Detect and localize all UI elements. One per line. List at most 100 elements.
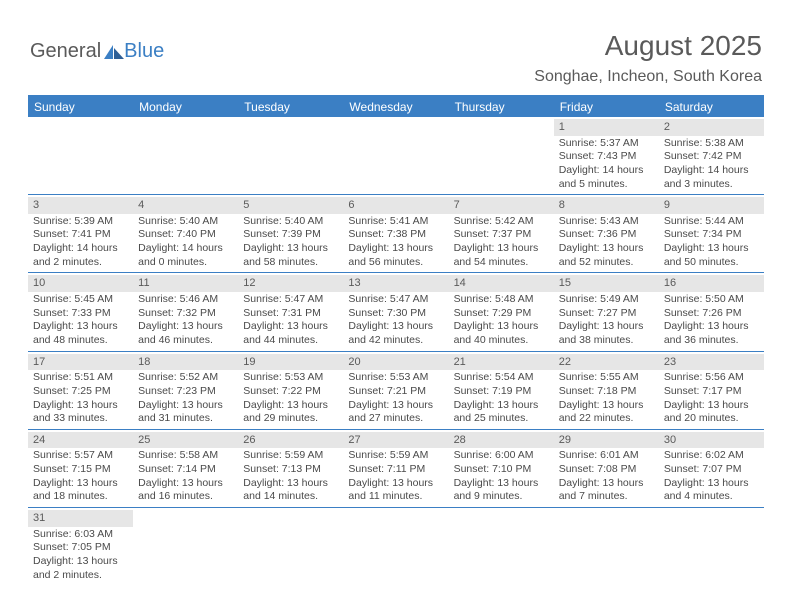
sail-icon: [104, 45, 124, 59]
day-number: 12: [243, 277, 255, 289]
day-number: 31: [33, 512, 45, 524]
daylight-line-1: Daylight: 14 hours: [664, 164, 759, 178]
day-cell: 29Sunrise: 6:01 AMSunset: 7:08 PMDayligh…: [554, 430, 659, 507]
daylight-line-2: and 2 minutes.: [33, 256, 128, 270]
day-number-bar: 6: [343, 197, 448, 214]
day-cell: 28Sunrise: 6:00 AMSunset: 7:10 PMDayligh…: [449, 430, 554, 507]
daylight-line-1: Daylight: 13 hours: [454, 399, 549, 413]
daylight-line-2: and 38 minutes.: [559, 334, 654, 348]
sunrise-line: Sunrise: 5:48 AM: [454, 293, 549, 307]
weekday-header: Sunday: [28, 97, 133, 117]
day-cell: 19Sunrise: 5:53 AMSunset: 7:22 PMDayligh…: [238, 352, 343, 429]
week-row: 24Sunrise: 5:57 AMSunset: 7:15 PMDayligh…: [28, 430, 764, 508]
day-number-bar: 24: [28, 432, 133, 449]
day-number: 18: [138, 356, 150, 368]
day-number: 19: [243, 356, 255, 368]
daylight-line-1: Daylight: 13 hours: [559, 242, 654, 256]
daylight-line-2: and 14 minutes.: [243, 490, 338, 504]
sunset-line: Sunset: 7:07 PM: [664, 463, 759, 477]
sunrise-line: Sunrise: 5:49 AM: [559, 293, 654, 307]
day-cell: 22Sunrise: 5:55 AMSunset: 7:18 PMDayligh…: [554, 352, 659, 429]
day-number-bar: 13: [343, 275, 448, 292]
sunrise-line: Sunrise: 5:52 AM: [138, 371, 233, 385]
sunrise-line: Sunrise: 5:42 AM: [454, 215, 549, 229]
day-number: 3: [33, 199, 39, 211]
daylight-line-2: and 50 minutes.: [664, 256, 759, 270]
sunset-line: Sunset: 7:40 PM: [138, 228, 233, 242]
weekday-header: Friday: [554, 97, 659, 117]
day-number-bar: 8: [554, 197, 659, 214]
sunrise-line: Sunrise: 5:53 AM: [243, 371, 338, 385]
daylight-line-1: Daylight: 13 hours: [559, 399, 654, 413]
day-number: 24: [33, 434, 45, 446]
day-cell: 6Sunrise: 5:41 AMSunset: 7:38 PMDaylight…: [343, 195, 448, 272]
daylight-line-1: Daylight: 13 hours: [138, 320, 233, 334]
sunset-line: Sunset: 7:43 PM: [559, 150, 654, 164]
day-number-bar: 12: [238, 275, 343, 292]
daylight-line-2: and 44 minutes.: [243, 334, 338, 348]
daylight-line-2: and 48 minutes.: [33, 334, 128, 348]
sunset-line: Sunset: 7:41 PM: [33, 228, 128, 242]
week-row: 17Sunrise: 5:51 AMSunset: 7:25 PMDayligh…: [28, 352, 764, 430]
day-number-bar: 17: [28, 354, 133, 371]
day-number: 20: [348, 356, 360, 368]
day-number: 10: [33, 277, 45, 289]
day-number: 8: [559, 199, 565, 211]
sunrise-line: Sunrise: 6:01 AM: [559, 449, 654, 463]
daylight-line-2: and 22 minutes.: [559, 412, 654, 426]
sunset-line: Sunset: 7:23 PM: [138, 385, 233, 399]
logo-text-general: General: [30, 40, 101, 63]
sunset-line: Sunset: 7:22 PM: [243, 385, 338, 399]
daylight-line-1: Daylight: 13 hours: [243, 477, 338, 491]
day-number-bar: 9: [659, 197, 764, 214]
daylight-line-2: and 5 minutes.: [559, 178, 654, 192]
daylight-line-1: Daylight: 14 hours: [33, 242, 128, 256]
sunrise-line: Sunrise: 5:43 AM: [559, 215, 654, 229]
day-number-bar: 21: [449, 354, 554, 371]
sunset-line: Sunset: 7:05 PM: [33, 541, 128, 555]
day-number-bar: 11: [133, 275, 238, 292]
week-row: 31 Sunrise: 6:03 AMSunset: 7:05 PMDayligh…: [28, 508, 764, 585]
day-cell: 20Sunrise: 5:53 AMSunset: 7:21 PMDayligh…: [343, 352, 448, 429]
sunset-line: Sunset: 7:39 PM: [243, 228, 338, 242]
daylight-line-2: and 20 minutes.: [664, 412, 759, 426]
day-cell: 17Sunrise: 5:51 AMSunset: 7:25 PMDayligh…: [28, 352, 133, 429]
day-number: 30: [664, 434, 676, 446]
day-number-bar: 23: [659, 354, 764, 371]
sunrise-line: Sunrise: 5:59 AM: [348, 449, 443, 463]
day-number-bar: 28: [449, 432, 554, 449]
sunrise-line: Sunrise: 5:41 AM: [348, 215, 443, 229]
day-number: 22: [559, 356, 571, 368]
location-subtitle: Songhae, Incheon, South Korea: [534, 68, 762, 86]
day-cell: 3Sunrise: 5:39 AMSunset: 7:41 PMDaylight…: [28, 195, 133, 272]
sunrise-line: Sunrise: 5:47 AM: [348, 293, 443, 307]
day-cell: 30Sunrise: 6:02 AMSunset: 7:07 PMDayligh…: [659, 430, 764, 507]
day-number: 2: [664, 121, 670, 133]
daylight-line-2: and 36 minutes.: [664, 334, 759, 348]
sunrise-line: Sunrise: 6:03 AM: [33, 528, 128, 542]
day-number: 21: [454, 356, 466, 368]
sunset-line: Sunset: 7:36 PM: [559, 228, 654, 242]
daylight-line-1: Daylight: 13 hours: [33, 555, 128, 569]
day-cell: 4Sunrise: 5:40 AMSunset: 7:40 PMDaylight…: [133, 195, 238, 272]
daylight-line-2: and 29 minutes.: [243, 412, 338, 426]
day-number: 27: [348, 434, 360, 446]
daylight-line-1: Daylight: 13 hours: [33, 320, 128, 334]
day-number: 29: [559, 434, 571, 446]
day-cell: 1Sunrise: 5:37 AMSunset: 7:43 PMDaylight…: [554, 117, 659, 194]
day-number-bar: 31: [28, 510, 133, 527]
day-number-bar: 22: [554, 354, 659, 371]
day-number: 16: [664, 277, 676, 289]
sunset-line: Sunset: 7:08 PM: [559, 463, 654, 477]
title-block: August 2025 Songhae, Incheon, South Kore…: [534, 30, 762, 86]
daylight-line-1: Daylight: 13 hours: [348, 242, 443, 256]
sunset-line: Sunset: 7:19 PM: [454, 385, 549, 399]
day-cell: 12Sunrise: 5:47 AMSunset: 7:31 PMDayligh…: [238, 273, 343, 350]
day-number-bar: 10: [28, 275, 133, 292]
day-number-bar: 29: [554, 432, 659, 449]
sunset-line: Sunset: 7:15 PM: [33, 463, 128, 477]
day-number-bar: 26: [238, 432, 343, 449]
day-cell: 10Sunrise: 5:45 AMSunset: 7:33 PMDayligh…: [28, 273, 133, 350]
weekday-header: Saturday: [659, 97, 764, 117]
day-cell-empty: [238, 117, 343, 194]
